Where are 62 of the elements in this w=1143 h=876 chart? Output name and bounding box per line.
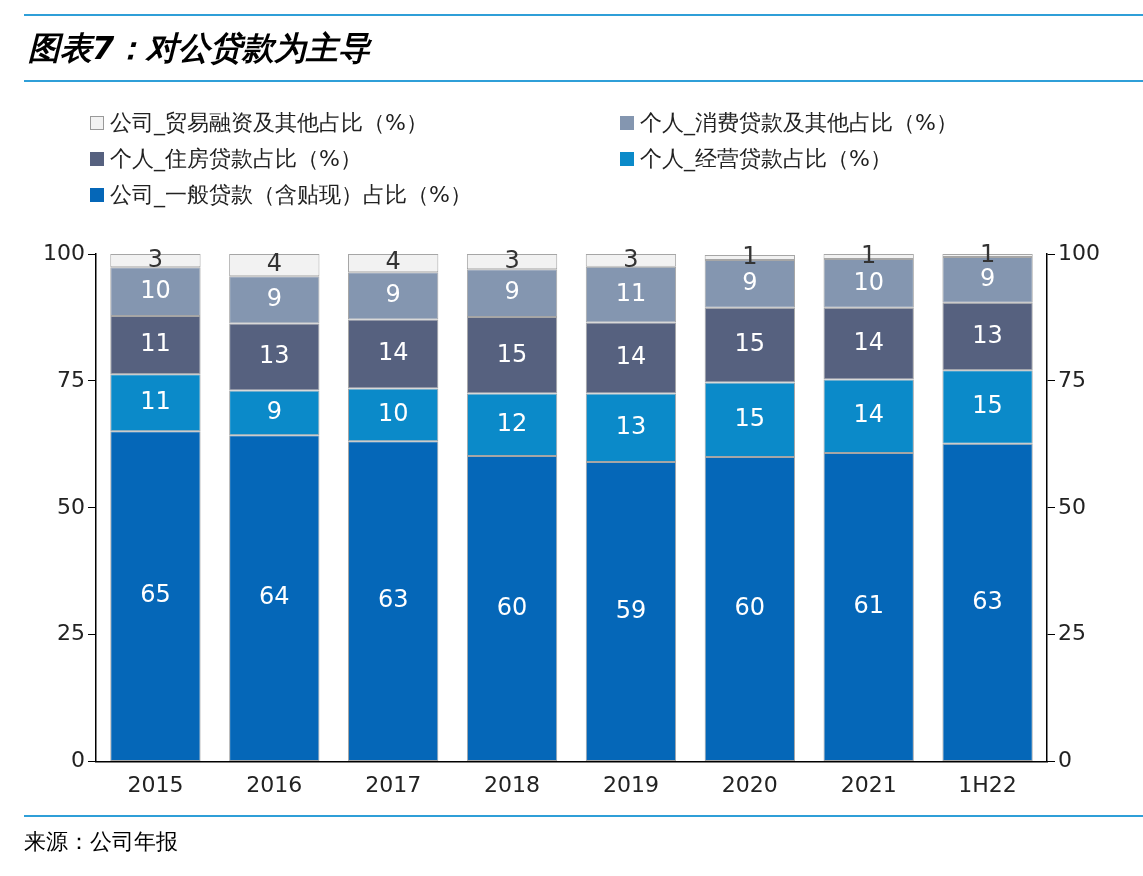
y-tick-label: 75: [56, 366, 85, 392]
data-label: 10: [853, 267, 884, 296]
y2-tick-label: 50: [1058, 493, 1087, 519]
source-note: 来源：公司年报: [24, 815, 1143, 857]
data-label: 15: [972, 391, 1003, 420]
x-tick-label: 2019: [602, 771, 659, 797]
data-label: 14: [853, 327, 884, 356]
data-label: 15: [496, 339, 528, 368]
data-label: 13: [259, 341, 290, 370]
data-label: 60: [496, 592, 528, 621]
data-label: 11: [140, 329, 171, 358]
x-tick-label: 2017: [365, 771, 422, 797]
data-label: 9: [266, 284, 282, 313]
data-label: 3: [623, 244, 639, 273]
data-label: 12: [496, 409, 528, 438]
data-label: 63: [972, 586, 1003, 615]
y-tick-label: 50: [56, 493, 85, 519]
y-tick-label: 0: [70, 747, 85, 773]
data-label: 11: [140, 386, 171, 415]
data-label: 9: [979, 264, 996, 293]
data-label: 60: [734, 593, 766, 622]
y2-tick-label: 100: [1058, 239, 1101, 265]
legend-label: 个人_消费贷款及其他占比（%）: [640, 109, 958, 138]
y-tick-label: 100: [42, 239, 85, 265]
legend-label: 个人_住房贷款占比（%）: [110, 145, 362, 174]
x-tick-label: 2021: [840, 771, 897, 797]
x-tick-label: 2018: [484, 771, 541, 797]
data-label: 10: [377, 399, 409, 428]
data-label: 14: [853, 400, 884, 429]
data-label: 15: [734, 329, 766, 358]
chart-title: 图表7：对公贷款为主导: [24, 14, 1143, 82]
data-label: 4: [266, 249, 282, 278]
legend-label: 公司_一般贷款（含贴现）占比（%）: [110, 181, 472, 210]
x-tick-label: 1H22: [958, 771, 1017, 797]
data-label: 14: [615, 342, 647, 371]
x-tick-label: 2016: [246, 771, 303, 797]
y2-tick-label: 75: [1058, 366, 1087, 392]
y2-tick-label: 25: [1058, 620, 1087, 646]
data-label: 3: [504, 245, 520, 274]
data-label: 9: [385, 280, 401, 309]
data-label: 9: [742, 268, 758, 297]
legend-label: 公司_贸易融资及其他占比（%）: [110, 109, 428, 138]
data-label: 59: [615, 595, 647, 624]
y-tick-label: 25: [56, 620, 85, 646]
legend-label: 个人_经营贷款占比（%）: [640, 145, 892, 174]
data-label: 11: [615, 278, 647, 307]
data-label: 65: [140, 580, 171, 609]
y2-tick-label: 0: [1058, 747, 1073, 773]
data-label: 10: [140, 275, 171, 304]
data-label: 4: [385, 247, 401, 276]
data-label: 9: [266, 397, 282, 426]
data-label: 14: [377, 338, 409, 367]
data-label: 61: [853, 591, 884, 620]
data-label: 15: [734, 403, 766, 432]
x-tick-label: 2020: [721, 771, 778, 797]
data-label: 63: [377, 585, 409, 614]
data-label: 13: [972, 320, 1003, 349]
x-tick-label: 2015: [127, 771, 184, 797]
data-label: 9: [504, 277, 520, 306]
data-label: 3: [147, 244, 164, 273]
data-label: 13: [615, 412, 647, 441]
data-label: 64: [259, 582, 290, 611]
